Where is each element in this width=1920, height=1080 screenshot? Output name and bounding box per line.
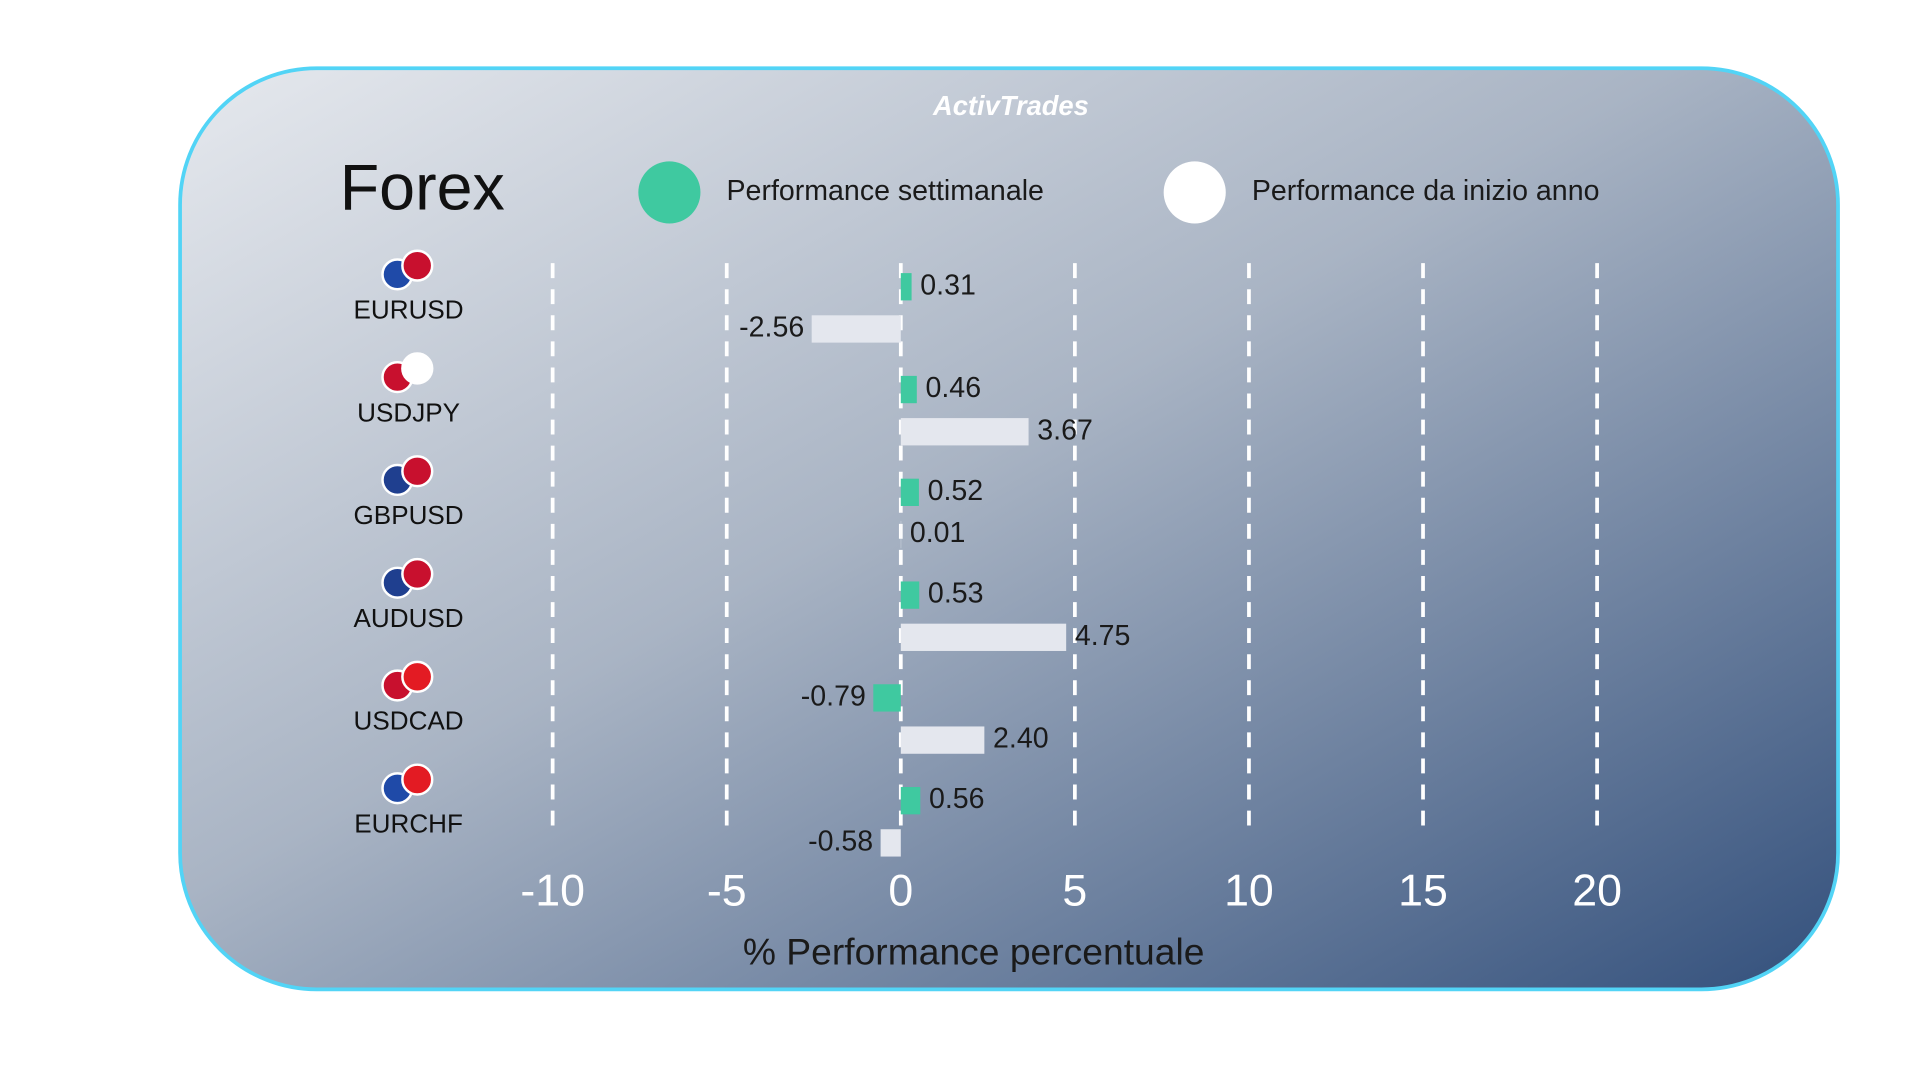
x-tick-label: -5 <box>707 867 747 916</box>
bar <box>900 787 921 815</box>
bar <box>900 273 912 301</box>
bar <box>900 375 917 404</box>
value-label: -0.79 <box>801 680 866 712</box>
bar <box>900 623 1067 651</box>
value-label: 2.40 <box>993 723 1049 755</box>
x-tick-label: -10 <box>520 867 585 916</box>
legend-label: Performance settimanale <box>727 175 1044 207</box>
value-label: 0.01 <box>910 517 966 549</box>
x-tick-label: 15 <box>1398 867 1448 916</box>
category-label: AUDUSD <box>354 603 464 633</box>
bar <box>811 315 901 343</box>
chart-title: Forex <box>340 151 505 223</box>
flag <box>401 455 434 488</box>
value-label: 0.56 <box>929 783 985 815</box>
value-label: -0.58 <box>808 825 873 857</box>
bar <box>900 581 920 609</box>
flag <box>401 249 434 282</box>
bar <box>900 478 919 506</box>
value-label: -2.56 <box>739 312 804 344</box>
value-label: 3.67 <box>1037 414 1093 446</box>
x-tick-label: 20 <box>1572 867 1622 916</box>
category-label: EURCHF <box>354 808 463 838</box>
brand: ActivTrades <box>932 90 1089 121</box>
bar <box>900 726 985 754</box>
flag <box>401 763 434 796</box>
x-tick-label: 10 <box>1224 867 1274 916</box>
flag <box>401 557 434 591</box>
value-label: 0.31 <box>920 269 976 301</box>
flag <box>401 660 434 693</box>
category-label: GBPUSD <box>354 500 464 530</box>
bar <box>880 829 901 857</box>
legend-swatch <box>1163 161 1226 224</box>
x-tick-label: 0 <box>888 867 913 916</box>
category-label: EURUSD <box>354 294 464 324</box>
value-label: 0.53 <box>928 578 984 610</box>
x-tick-label: 5 <box>1062 867 1087 916</box>
category-label: USDJPY <box>357 397 460 427</box>
category-label: USDCAD <box>354 706 464 736</box>
bar <box>873 684 901 712</box>
x-axis-label: % Performance percentuale <box>743 930 1205 972</box>
legend-swatch <box>638 161 701 224</box>
value-label: 4.75 <box>1075 620 1131 652</box>
bar <box>900 418 1029 446</box>
legend-label: Performance da inizio anno <box>1252 175 1600 207</box>
value-label: 0.46 <box>926 372 982 404</box>
flag <box>401 352 434 385</box>
value-label: 0.52 <box>928 475 984 507</box>
